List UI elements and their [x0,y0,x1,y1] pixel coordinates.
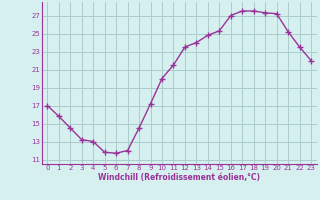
X-axis label: Windchill (Refroidissement éolien,°C): Windchill (Refroidissement éolien,°C) [98,173,260,182]
